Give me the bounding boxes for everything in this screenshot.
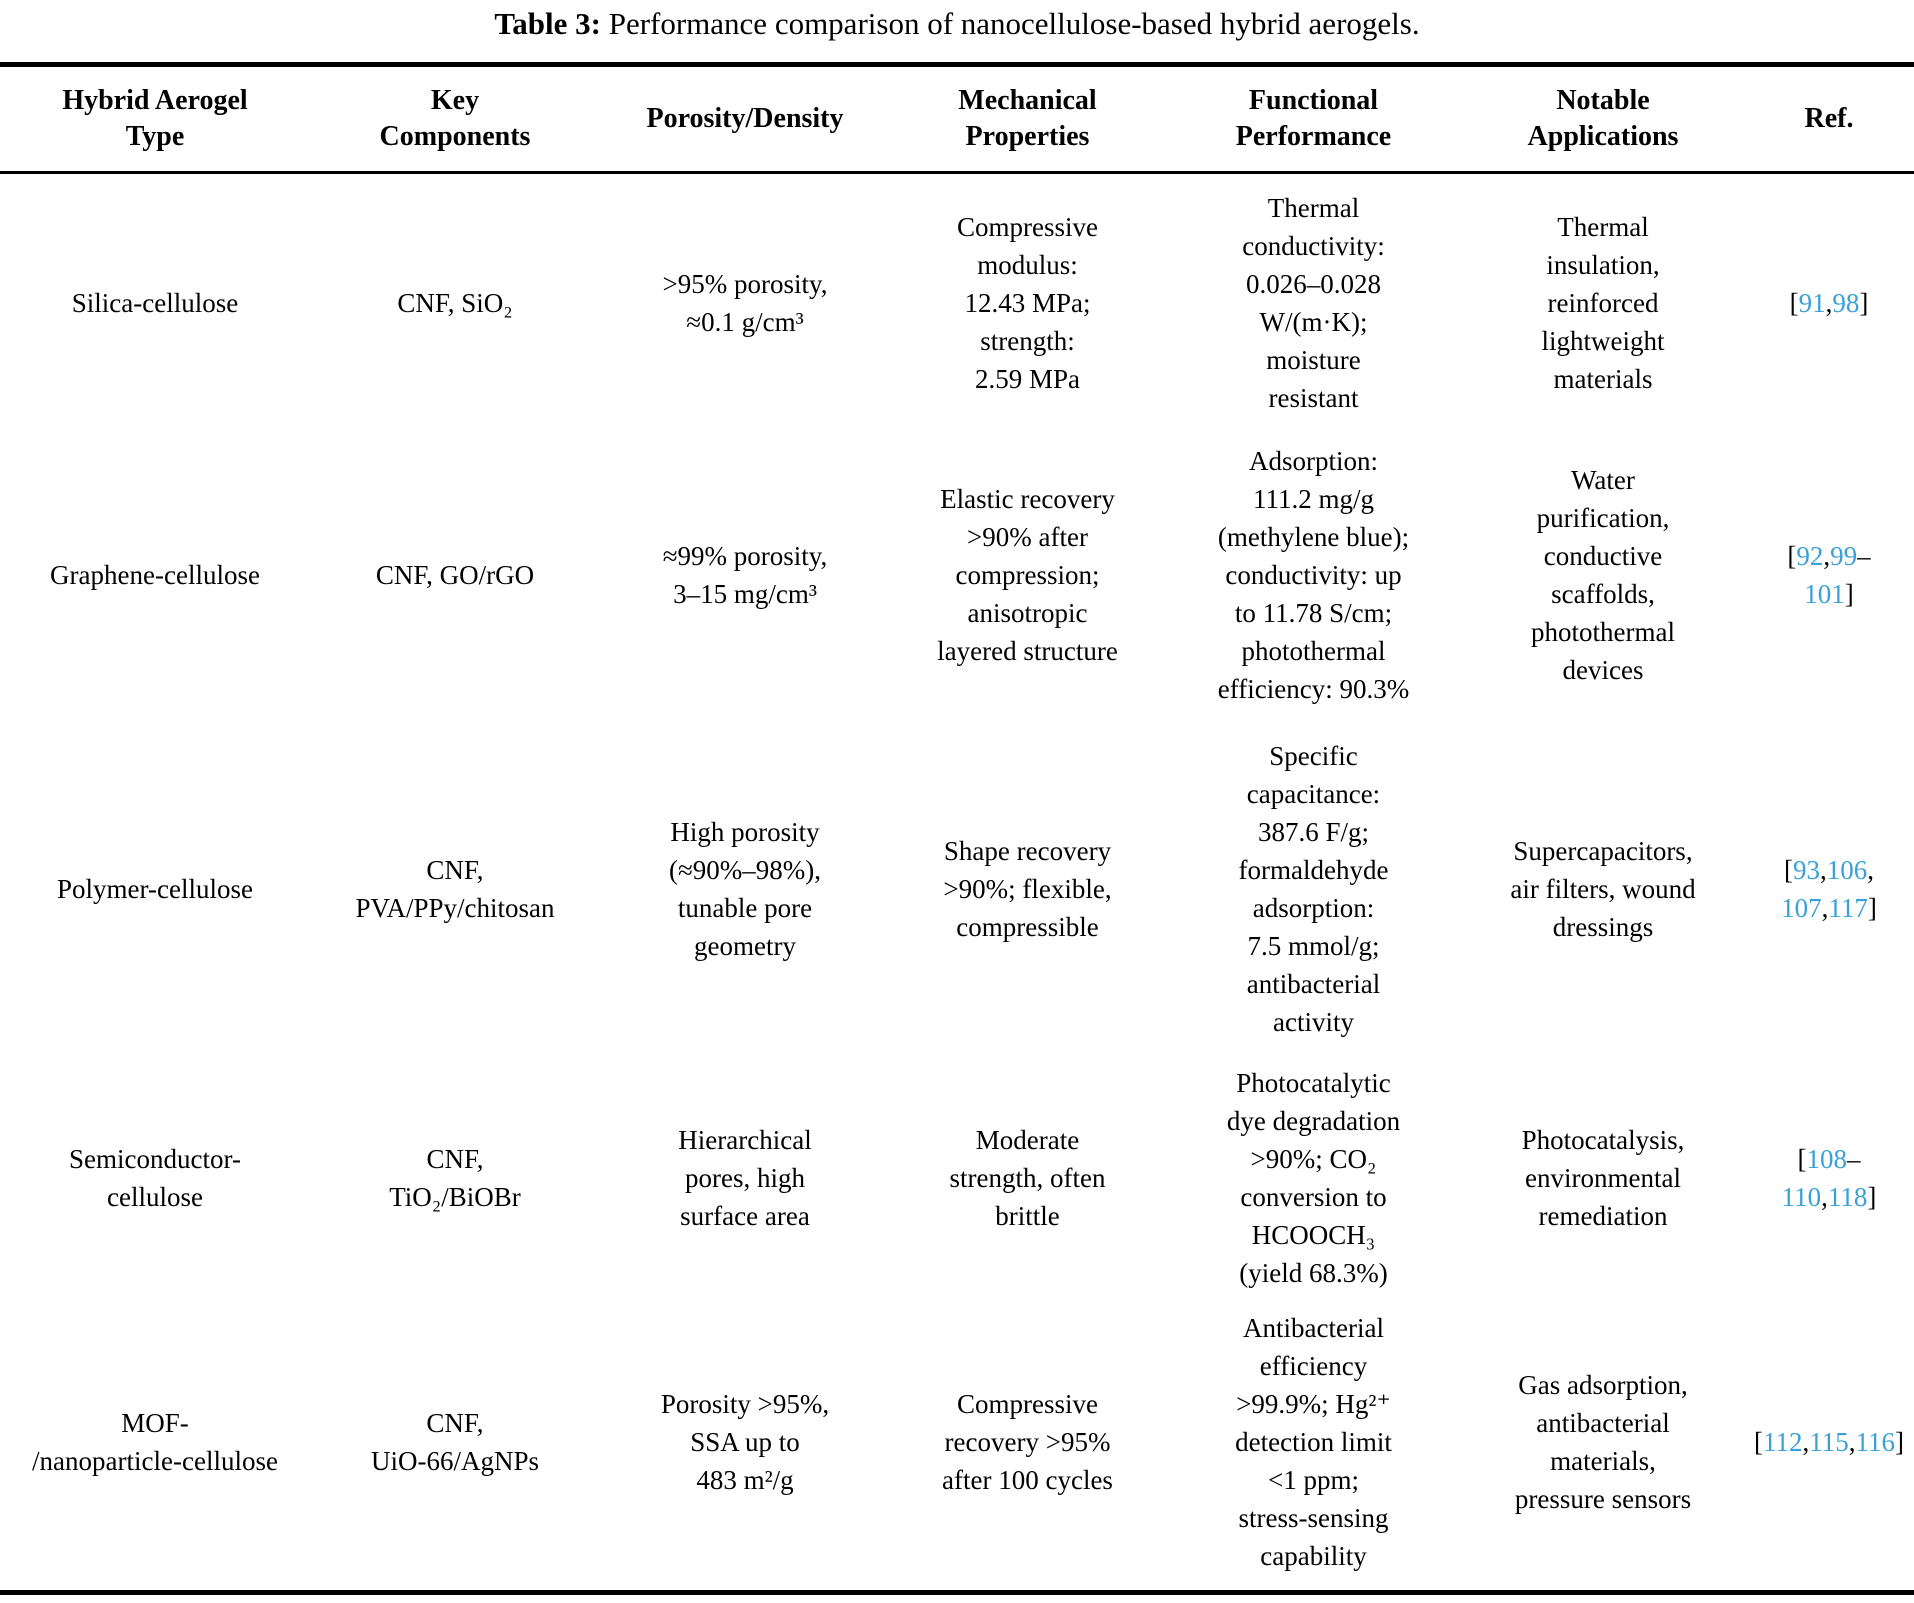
- aerogel-comparison-table: Hybrid Aerogel Type Key Components Poros…: [0, 62, 1914, 1595]
- bracket: [: [1754, 1427, 1763, 1457]
- citation-link[interactable]: 108: [1806, 1143, 1848, 1174]
- citation-link[interactable]: 117: [1828, 893, 1868, 923]
- citation-link[interactable]: 112: [1763, 1427, 1803, 1457]
- separator: ,: [1802, 1427, 1810, 1457]
- cell-key-components: CNF, GO/rGO: [375, 559, 535, 590]
- bracket: ]: [1867, 893, 1877, 923]
- cell-functional-performance: Photocatalytic dye degradation >90%; CO₂…: [1226, 1067, 1401, 1288]
- citation-link[interactable]: 101: [1804, 578, 1845, 609]
- cell-functional-performance: Antibacterial efficiency >99.9%; Hg²⁺ de…: [1235, 1313, 1392, 1571]
- cell-aerogel-type: Semiconductor- cellulose: [69, 1143, 241, 1212]
- col-header-type: Hybrid Aerogel Type: [0, 67, 310, 174]
- cell-aerogel-type: MOF- /nanoparticle-cellulose: [32, 1408, 278, 1476]
- cell-mechanical-properties: Shape recovery >90%; flexible, compressi…: [943, 836, 1112, 942]
- separator: ,: [1825, 288, 1833, 318]
- bracket: ]: [1867, 1181, 1877, 1212]
- cell-porosity-density: Hierarchical pores, high surface area: [678, 1124, 812, 1231]
- col-header-porosity-density: Porosity/Density: [600, 67, 890, 174]
- bracket: [: [1789, 288, 1799, 318]
- cell-notable-applications: Supercapacitors, air filters, wound dres…: [1510, 836, 1696, 942]
- citation-link[interactable]: 110: [1781, 1181, 1822, 1212]
- cell-ref: [91,98]: [1744, 174, 1914, 432]
- cell-notable-applications: Gas adsorption, antibacterial materials,…: [1514, 1370, 1692, 1514]
- citation-group: [93,106, 107,117]: [1781, 851, 1877, 927]
- cell-mechanical-properties: Elastic recovery >90% after compression;…: [937, 483, 1118, 666]
- cell-porosity-density: >95% porosity, ≈0.1 g/cm³: [662, 269, 828, 337]
- col-header-ref: Ref.: [1744, 67, 1914, 174]
- citation-link[interactable]: 91: [1798, 288, 1826, 318]
- table-caption-label: Table 3:: [494, 6, 601, 41]
- bracket: [: [1784, 855, 1793, 885]
- separator: ,: [1821, 1181, 1828, 1212]
- cell-mechanical-properties: Compressive modulus: 12.43 MPa; strength…: [957, 212, 1098, 394]
- citation-link[interactable]: 116: [1855, 1427, 1896, 1457]
- citation-link[interactable]: 99: [1830, 540, 1858, 571]
- cell-key-components: CNF, PVA/PPy/chitosan: [355, 855, 555, 923]
- cell-key-components: CNF, SiO₂: [397, 288, 513, 318]
- bracket: [: [1797, 1143, 1807, 1174]
- bracket: [: [1787, 540, 1797, 571]
- col-header-components: Key Components: [310, 67, 600, 174]
- cell-key-components: CNF, UiO-66/AgNPs: [370, 1408, 539, 1476]
- bracket: ]: [1859, 288, 1869, 318]
- citation-group: [92,99– 101]: [1787, 537, 1870, 613]
- cell-aerogel-type: Graphene-cellulose: [50, 559, 260, 590]
- cell-porosity-density: Porosity >95%, SSA up to 483 m²/g: [660, 1389, 830, 1495]
- cell-functional-performance: Specific capacitance: 387.6 F/g; formald…: [1238, 741, 1389, 1037]
- separator: ,: [1820, 855, 1827, 885]
- cell-notable-applications: Water purification, conductive scaffolds…: [1531, 464, 1675, 685]
- citation-link[interactable]: 118: [1827, 1181, 1868, 1212]
- cell-functional-performance: Thermal conductivity: 0.026–0.028 W/(m·K…: [1242, 193, 1385, 413]
- table-caption-text: Performance comparison of nanocellulose-…: [600, 6, 1420, 41]
- separator: ,: [1867, 855, 1874, 885]
- citation-link[interactable]: 93: [1793, 855, 1820, 885]
- cell-functional-performance: Adsorption: 111.2 mg/g (methylene blue);…: [1217, 445, 1410, 704]
- cell-mechanical-properties: Compressive recovery >95% after 100 cycl…: [942, 1389, 1113, 1495]
- citation-link[interactable]: 107: [1781, 893, 1822, 923]
- col-header-applications: Notable Applications: [1462, 67, 1744, 174]
- separator: ,: [1823, 540, 1831, 571]
- cell-ref: [93,106, 107,117]: [1744, 717, 1914, 1061]
- cell-notable-applications: Photocatalysis, environmental remediatio…: [1521, 1124, 1685, 1231]
- col-header-mechanical: Mechanical Properties: [890, 67, 1165, 174]
- cell-ref: [108– 110,118]: [1744, 1061, 1914, 1294]
- cell-key-components: CNF, TiO₂/BiOBr: [389, 1143, 521, 1212]
- bracket: ]: [1895, 1427, 1904, 1457]
- bracket: ]: [1844, 578, 1854, 609]
- cell-mechanical-properties: Moderate strength, often brittle: [949, 1124, 1106, 1231]
- citation-group: [91,98]: [1790, 284, 1869, 322]
- separator: ,: [1821, 893, 1829, 923]
- separator: ,: [1848, 1427, 1856, 1457]
- cell-notable-applications: Thermal insulation, reinforced lightweig…: [1541, 212, 1665, 394]
- citation-link[interactable]: 106: [1826, 855, 1868, 885]
- cell-aerogel-type: Silica-cellulose: [71, 288, 239, 318]
- cell-porosity-density: High porosity (≈90%–98%), tunable pore g…: [668, 817, 822, 961]
- citation-group: [108– 110,118]: [1782, 1140, 1877, 1216]
- separator: –: [1857, 540, 1871, 571]
- separator: –: [1847, 1143, 1861, 1174]
- table-caption: Table 3: Performance comparison of nanoc…: [0, 4, 1914, 44]
- col-header-functional: Functional Performance: [1165, 67, 1462, 174]
- citation-link[interactable]: 98: [1832, 288, 1860, 318]
- citation-link[interactable]: 115: [1809, 1427, 1849, 1457]
- cell-porosity-density: ≈99% porosity, 3–15 mg/cm³: [662, 540, 828, 609]
- citation-link[interactable]: 92: [1796, 540, 1824, 571]
- cell-ref: [92,99– 101]: [1744, 432, 1914, 717]
- citation-group: [112,115,116]: [1754, 1423, 1904, 1461]
- cell-aerogel-type: Polymer-cellulose: [57, 874, 253, 904]
- cell-ref: [112,115,116]: [1744, 1294, 1914, 1590]
